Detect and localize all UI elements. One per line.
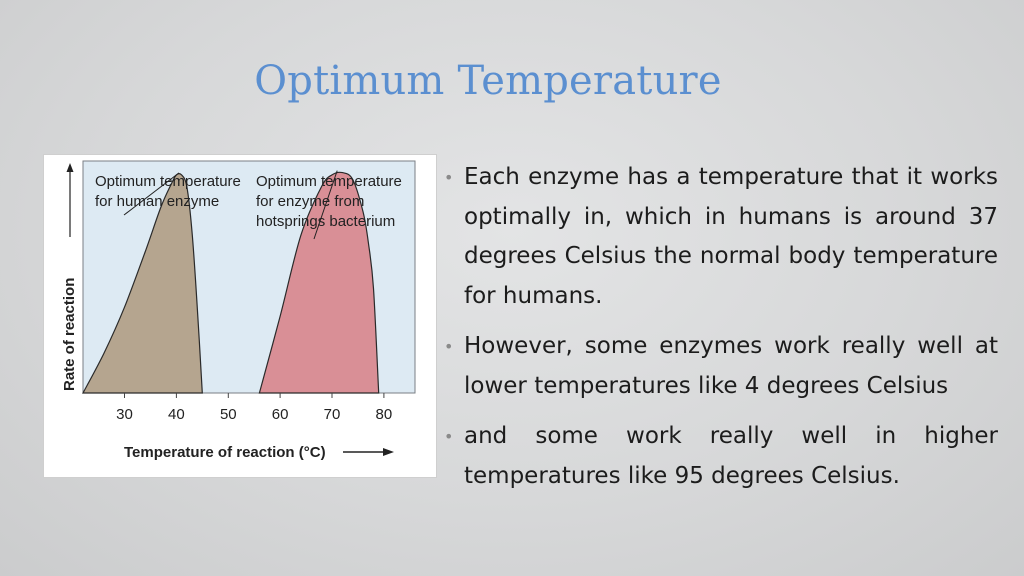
bullet-item: • Each enzyme has a temperature that it w…: [442, 158, 998, 316]
bullet-text: Each enzyme has a temperature that it wo…: [464, 164, 998, 309]
bullet-item: • However, some enzymes work really well …: [442, 327, 998, 406]
y-axis-arrow-head: [66, 163, 74, 172]
bullet-icon: •: [444, 427, 454, 446]
bullet-icon: •: [444, 337, 454, 356]
x-tick-label: 80: [376, 406, 393, 423]
bullet-text: and some work really well in higher temp…: [464, 423, 998, 489]
bacterium-annotation-leader: [313, 170, 338, 240]
y-axis-label: Rate of reaction: [61, 278, 78, 391]
x-tick-label: 40: [168, 406, 185, 423]
x-tick-label: 30: [116, 406, 133, 423]
human-annotation-leader: [123, 172, 180, 216]
x-tick-layer: 30 40 50 60 70 80: [116, 393, 392, 423]
x-tick-label: 50: [220, 406, 237, 423]
slide-title: Optimum Temperature: [254, 58, 722, 104]
enzyme-temperature-chart: Optimum temperature for human enzyme Opt…: [44, 155, 436, 477]
bacterium-enzyme-curve: [258, 171, 380, 394]
bullet-icon: •: [444, 168, 454, 187]
bullet-text: However, some enzymes work really well a…: [464, 333, 998, 399]
x-axis-label: Temperature of reaction (°C): [124, 444, 326, 461]
x-tick-label: 70: [324, 406, 341, 423]
bacterium-annotation-line-1: Optimum temperature: [256, 173, 402, 190]
bacterium-annotation-line-2: for enzyme from: [256, 193, 364, 210]
bacterium-annotation-line-3: hotsprings bacterium: [256, 213, 395, 230]
human-annotation-line-1: Optimum temperature: [95, 173, 241, 190]
enzyme-temperature-figure: Optimum temperature for human enzyme Opt…: [43, 154, 437, 478]
x-axis-arrow-head: [383, 448, 394, 456]
bullet-item: • and some work really well in higher tem…: [442, 417, 998, 496]
human-annotation-line-2: for human enzyme: [95, 193, 219, 210]
x-tick-label: 60: [272, 406, 289, 423]
bullet-list: • Each enzyme has a temperature that it w…: [442, 158, 998, 507]
series-layer: [82, 171, 380, 394]
